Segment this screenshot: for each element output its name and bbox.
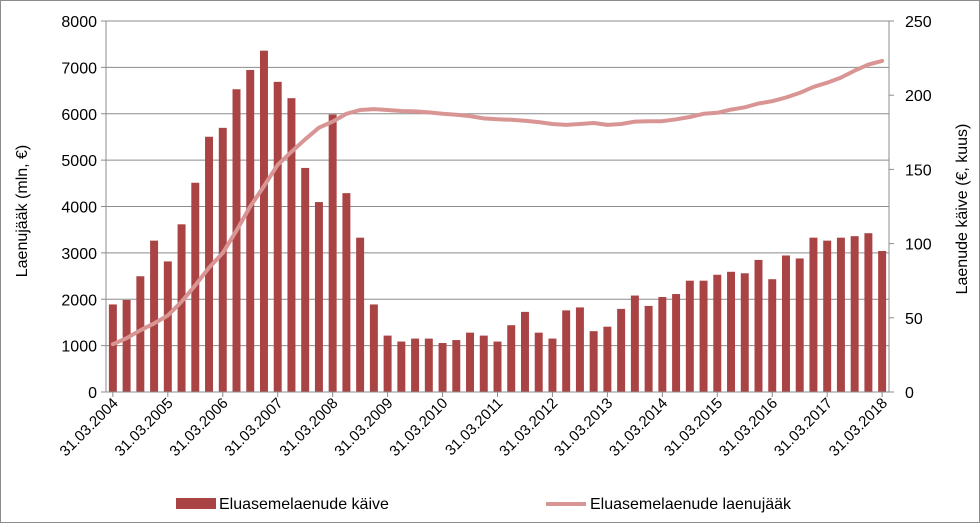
x-tick-label: 31.03.2008 bbox=[276, 395, 341, 460]
left-tick-label: 2000 bbox=[61, 292, 97, 309]
bar bbox=[411, 338, 420, 392]
bar bbox=[328, 114, 337, 392]
bar bbox=[589, 331, 598, 392]
bar bbox=[520, 311, 529, 392]
bar bbox=[823, 240, 832, 392]
left-tick-label: 4000 bbox=[61, 200, 97, 217]
left-axis-title: Laenujääk (mln, €) bbox=[14, 145, 31, 278]
x-tick-label: 31.03.2010 bbox=[386, 395, 451, 460]
bar bbox=[658, 297, 667, 392]
bar bbox=[713, 274, 722, 392]
bar bbox=[727, 271, 736, 392]
bar bbox=[878, 251, 887, 392]
bar bbox=[479, 335, 488, 392]
bar bbox=[122, 299, 131, 392]
right-tick-label: 100 bbox=[905, 237, 932, 254]
x-tick-label: 31.03.2018 bbox=[826, 395, 891, 460]
bar bbox=[397, 341, 406, 392]
x-tick-label: 31.03.2015 bbox=[661, 395, 726, 460]
bar bbox=[108, 304, 117, 392]
bar bbox=[273, 81, 282, 393]
bar bbox=[644, 305, 653, 392]
line-path bbox=[110, 58, 885, 347]
bar bbox=[259, 50, 268, 393]
bar bbox=[314, 202, 323, 392]
bar bbox=[740, 273, 749, 392]
x-tick-label: 31.03.2004 bbox=[57, 395, 122, 460]
bar bbox=[383, 335, 392, 392]
legend: Eluasemelaenude käive Eluasemelaenude la… bbox=[176, 496, 792, 513]
bar bbox=[163, 261, 172, 392]
right-axis-title: Laenude käive (€, kuus) bbox=[954, 124, 971, 295]
bar bbox=[781, 255, 790, 392]
x-tick-label: 31.03.2016 bbox=[716, 395, 781, 460]
bar bbox=[356, 237, 365, 392]
bar bbox=[136, 276, 145, 392]
right-tick-label: 250 bbox=[905, 14, 932, 31]
x-tick-label: 31.03.2012 bbox=[496, 395, 561, 460]
right-axis-ticks: 0 50 100 150 200 250 bbox=[889, 14, 932, 402]
right-tick-label: 200 bbox=[905, 88, 932, 105]
left-tick-label: 3000 bbox=[61, 246, 97, 263]
bar bbox=[342, 193, 351, 392]
x-tick-label: 31.03.2013 bbox=[551, 395, 616, 460]
bar bbox=[507, 325, 516, 392]
bar bbox=[438, 343, 447, 392]
x-tick-label: 31.03.2006 bbox=[166, 395, 231, 460]
bar bbox=[218, 127, 227, 393]
bar bbox=[768, 279, 777, 392]
bar bbox=[246, 69, 255, 393]
bar bbox=[836, 237, 845, 392]
x-tick-label: 31.03.2017 bbox=[771, 395, 836, 460]
bar bbox=[205, 136, 214, 392]
bar bbox=[754, 259, 763, 392]
bar bbox=[795, 258, 804, 392]
bar bbox=[809, 237, 818, 392]
bar bbox=[301, 167, 310, 392]
bar bbox=[150, 240, 159, 392]
bar bbox=[617, 308, 626, 392]
right-tick-label: 50 bbox=[905, 311, 923, 328]
x-axis-ticks: 31.03.200431.03.200531.03.200631.03.2007… bbox=[57, 392, 891, 460]
x-tick-label: 31.03.2005 bbox=[112, 395, 177, 460]
bar bbox=[177, 224, 186, 392]
bar bbox=[452, 340, 461, 392]
bar bbox=[699, 280, 708, 392]
bar bbox=[466, 332, 475, 392]
left-tick-label: 7000 bbox=[61, 60, 97, 77]
bar bbox=[864, 233, 873, 392]
bar bbox=[575, 307, 584, 392]
bar bbox=[630, 295, 639, 392]
bar bbox=[603, 326, 612, 392]
right-tick-label: 0 bbox=[905, 385, 914, 402]
left-tick-label: 1000 bbox=[61, 339, 97, 356]
line-series bbox=[110, 58, 885, 347]
bar bbox=[534, 332, 543, 392]
bar bbox=[548, 338, 557, 392]
right-tick-label: 150 bbox=[905, 162, 932, 179]
legend-label-bar: Eluasemelaenude käive bbox=[219, 496, 389, 513]
bar bbox=[493, 341, 502, 392]
bar bbox=[424, 338, 433, 392]
left-tick-label: 6000 bbox=[61, 107, 97, 124]
x-tick-label: 31.03.2009 bbox=[331, 395, 396, 460]
left-tick-label: 8000 bbox=[61, 14, 97, 31]
bar bbox=[232, 89, 241, 392]
bar bbox=[685, 280, 694, 392]
bar bbox=[672, 294, 681, 392]
x-tick-label: 31.03.2014 bbox=[606, 395, 671, 460]
left-tick-label: 5000 bbox=[61, 153, 97, 170]
bar bbox=[562, 310, 571, 392]
bar bbox=[287, 98, 296, 392]
bar bbox=[369, 304, 378, 392]
left-tick-label: 0 bbox=[88, 385, 97, 402]
left-axis-ticks: 0 1000 2000 3000 4000 5000 6000 7000 8000 bbox=[61, 14, 106, 402]
legend-label-line: Eluasemelaenude laenujääk bbox=[590, 496, 792, 513]
legend-swatch-bar bbox=[176, 498, 216, 509]
x-tick-label: 31.03.2007 bbox=[221, 395, 286, 460]
bar bbox=[850, 236, 859, 392]
